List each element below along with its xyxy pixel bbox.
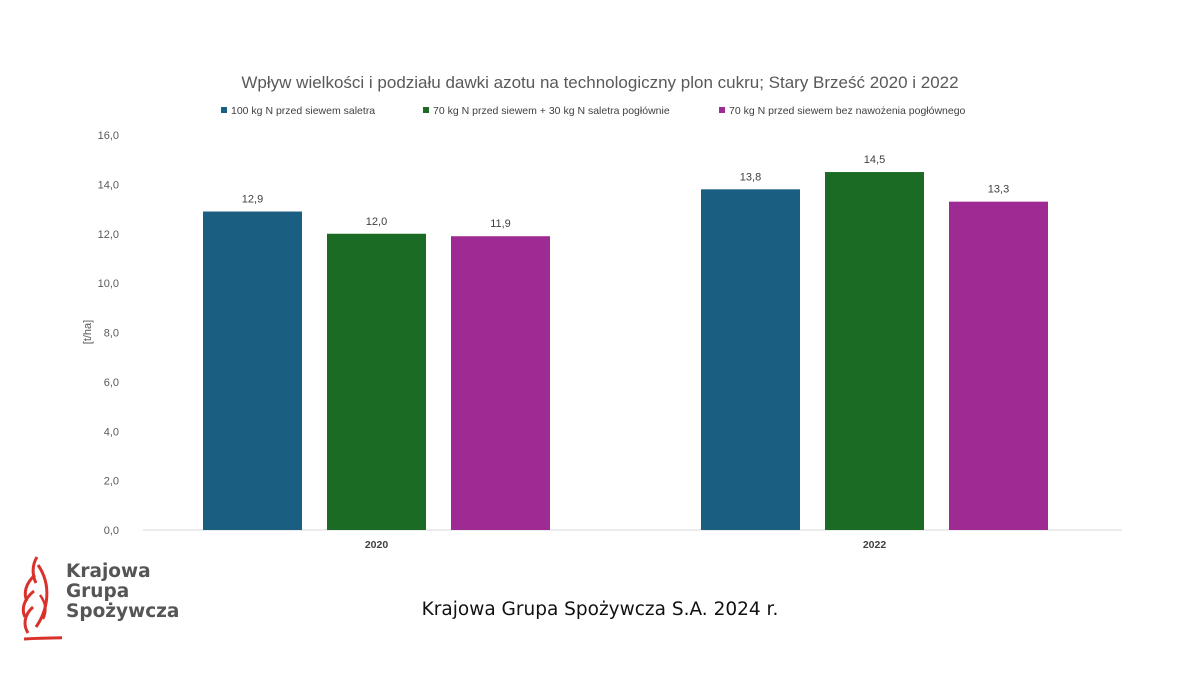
- bar: [203, 211, 302, 530]
- data-label: 13,3: [988, 184, 1009, 196]
- company-logo: Krajowa Grupa Spożywcza: [18, 555, 193, 645]
- category-label: 2020: [365, 539, 389, 551]
- legend-swatch: [221, 107, 227, 113]
- footer-text: Krajowa Grupa Spożywcza S.A. 2024 r.: [421, 599, 779, 620]
- legend-swatch: [719, 107, 725, 113]
- logo-line-2: Grupa: [66, 581, 130, 602]
- legend-label: 70 kg N przed siewem bez nawożenia pogłó…: [729, 105, 966, 117]
- logo-line-1: Krajowa: [66, 561, 151, 582]
- y-axis-ticks: 0,0 2,0 4,0 6,0 8,0 10,0 12,0 14,0 16,0: [98, 130, 119, 537]
- y-tick-label: 2,0: [104, 476, 119, 488]
- y-tick-label: 12,0: [98, 229, 119, 241]
- y-tick-label: 14,0: [98, 179, 119, 191]
- bar: [327, 233, 426, 530]
- data-label: 12,0: [366, 216, 387, 228]
- data-label: 14,5: [864, 154, 885, 166]
- y-tick-label: 6,0: [104, 377, 119, 389]
- bars: [203, 172, 1048, 530]
- data-labels: 12,9 12,0 11,9 13,8 14,5 13,3: [242, 154, 1009, 230]
- legend: 100 kg N przed siewem saletra 70 kg N prz…: [221, 105, 966, 117]
- bar: [949, 201, 1048, 530]
- legend-swatch: [423, 107, 429, 113]
- y-tick-label: 0,0: [104, 525, 119, 537]
- bar: [825, 172, 924, 530]
- legend-label: 70 kg N przed siewem + 30 kg N saletra p…: [433, 105, 670, 117]
- y-tick-label: 4,0: [104, 426, 119, 438]
- data-label: 13,8: [740, 171, 761, 183]
- y-tick-label: 10,0: [98, 278, 119, 290]
- wheat-ear-icon: [21, 556, 62, 641]
- legend-label: 100 kg N przed siewem saletra: [231, 105, 375, 117]
- bar: [451, 236, 550, 530]
- y-axis-label: [t/ha]: [82, 320, 94, 344]
- data-label: 11,9: [490, 218, 511, 230]
- bar: [701, 189, 800, 530]
- category-label: 2022: [863, 539, 887, 551]
- logo-line-3: Spożywcza: [66, 601, 180, 622]
- chart: Wpływ wielkości i podziału dawki azotu n…: [82, 73, 1122, 551]
- category-labels: 2020 2022: [365, 539, 887, 551]
- data-label: 12,9: [242, 194, 263, 206]
- y-tick-label: 8,0: [104, 328, 119, 340]
- logo-wordmark: Krajowa Grupa Spożywcza: [66, 562, 179, 622]
- y-tick-label: 16,0: [98, 130, 119, 142]
- chart-title: Wpływ wielkości i podziału dawki azotu n…: [241, 73, 958, 92]
